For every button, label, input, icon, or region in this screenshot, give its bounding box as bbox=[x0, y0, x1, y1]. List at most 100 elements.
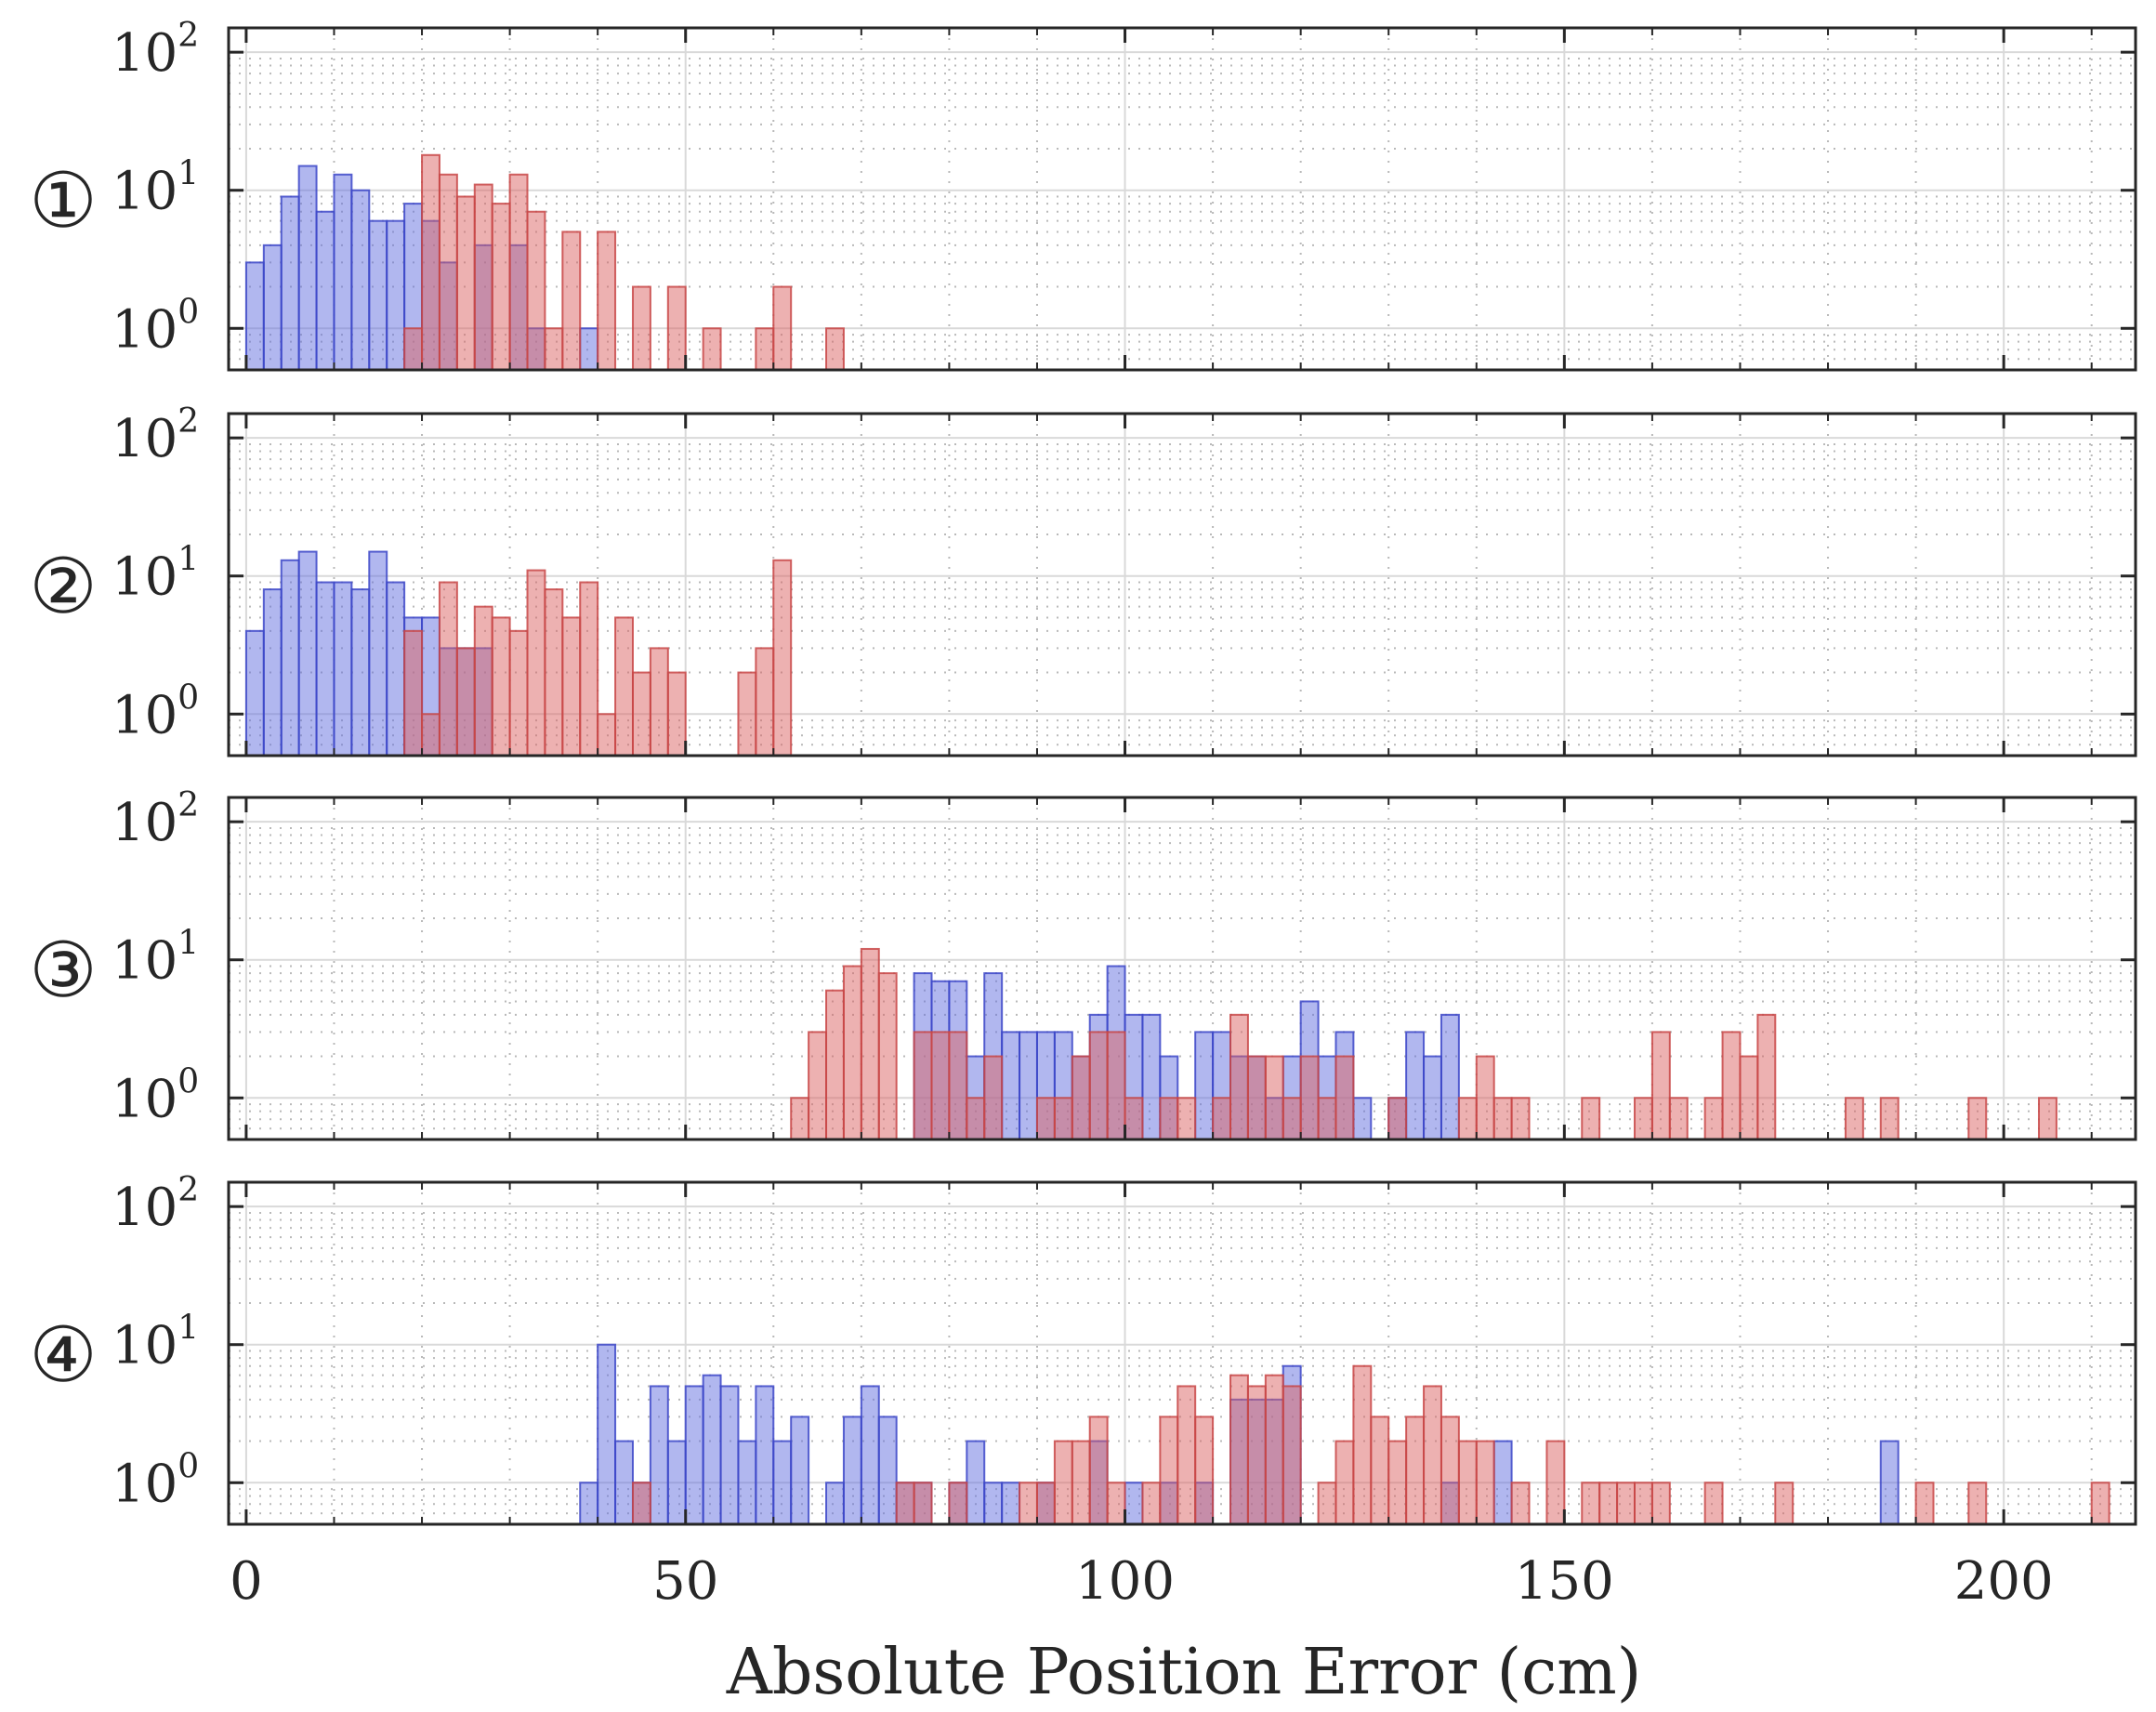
red-series-bar bbox=[1035, 1097, 1056, 1141]
y-tick-exponent: 2 bbox=[177, 17, 199, 55]
y-tick-label: 100 bbox=[112, 1447, 199, 1514]
red-series-bar bbox=[1668, 1097, 1689, 1141]
y-tick-label: 102 bbox=[112, 786, 199, 853]
red-series-bar bbox=[948, 1031, 968, 1140]
red-series-bar bbox=[1475, 1055, 1495, 1140]
panel-number-label: ① bbox=[29, 157, 98, 245]
x-tick-label: 100 bbox=[1075, 1551, 1175, 1612]
red-series-bar bbox=[1088, 1031, 1109, 1140]
red-series-bar bbox=[508, 629, 529, 757]
red-series-bar bbox=[421, 153, 440, 371]
y-tick-label: 101 bbox=[112, 155, 199, 222]
blue-series-bar bbox=[1879, 1440, 1900, 1525]
blue-series-bar bbox=[315, 581, 335, 757]
blue-series-bar bbox=[262, 244, 283, 371]
red-series-bar bbox=[1457, 1440, 1478, 1525]
blue-series-bar bbox=[368, 550, 388, 757]
red-series-bar bbox=[966, 1097, 986, 1141]
red-series-bar bbox=[913, 1482, 933, 1526]
red-series-bar bbox=[808, 1031, 828, 1140]
red-series-bar bbox=[983, 1055, 1004, 1140]
red-series-bar bbox=[1282, 1097, 1302, 1141]
red-series-bar bbox=[755, 647, 775, 757]
blue-series-bar bbox=[684, 1385, 704, 1525]
red-series-bar bbox=[1159, 1416, 1179, 1525]
blue-series-bar bbox=[280, 559, 300, 757]
red-series-bar bbox=[1071, 1440, 1091, 1525]
red-series-bar bbox=[1106, 1482, 1126, 1526]
red-series-bar bbox=[455, 195, 476, 371]
x-tick-label: 200 bbox=[1954, 1551, 2054, 1612]
y-tick-exponent: 1 bbox=[177, 155, 199, 193]
red-series-bar bbox=[1703, 1097, 1724, 1141]
red-series-bar bbox=[1019, 1482, 1038, 1526]
red-series-bar bbox=[1967, 1097, 1988, 1141]
blue-series-bar bbox=[244, 629, 265, 757]
red-series-bar bbox=[1071, 1055, 1091, 1140]
red-series-bar bbox=[1088, 1416, 1109, 1525]
plot-area bbox=[229, 797, 2136, 1139]
red-series-bar bbox=[666, 671, 687, 757]
red-series-bar bbox=[1510, 1482, 1531, 1526]
red-series-bar bbox=[948, 1482, 968, 1526]
red-series-bar bbox=[1633, 1097, 1653, 1141]
blue-series-bar bbox=[262, 588, 283, 757]
red-series-bar bbox=[579, 581, 599, 757]
red-series-bar bbox=[877, 972, 898, 1140]
red-series-bar bbox=[403, 327, 424, 371]
red-series-bar bbox=[421, 713, 440, 757]
red-series-bar bbox=[1405, 1416, 1426, 1525]
red-series-bar bbox=[1914, 1482, 1935, 1526]
red-series-bar bbox=[438, 173, 458, 371]
axes-frame bbox=[227, 1180, 2137, 1526]
red-series-bar bbox=[1387, 1097, 1408, 1141]
blue-series-bar bbox=[386, 581, 406, 757]
blue-series-bar bbox=[244, 261, 265, 371]
y-tick-exponent: 2 bbox=[177, 1171, 199, 1209]
red-series-bar bbox=[491, 616, 511, 757]
red-series-bar bbox=[1844, 1097, 1864, 1141]
red-series-bar bbox=[2090, 1482, 2110, 1526]
panel-number-label: ④ bbox=[29, 1311, 98, 1400]
blue-series-bar bbox=[350, 189, 371, 371]
red-series-bar bbox=[1352, 1364, 1373, 1525]
red-series-bar bbox=[597, 230, 617, 371]
x-axis-label: Absolute Position Error (cm) bbox=[726, 1636, 1642, 1709]
red-series-bar bbox=[1581, 1482, 1601, 1526]
blue-series-bar bbox=[280, 195, 300, 371]
red-series-bar bbox=[526, 210, 546, 371]
red-series-bar bbox=[1739, 1055, 1759, 1140]
red-series-bar bbox=[842, 965, 862, 1141]
y-tick-label: 101 bbox=[112, 541, 199, 608]
red-series-bar bbox=[1370, 1416, 1390, 1525]
red-series-bar bbox=[1194, 1416, 1215, 1525]
red-series-bar bbox=[895, 1482, 915, 1526]
red-series-bar bbox=[1879, 1097, 1900, 1141]
red-series-bar bbox=[649, 647, 669, 757]
red-series-bar bbox=[1106, 1031, 1126, 1140]
y-tick-label: 100 bbox=[112, 1062, 199, 1129]
red-series-bar bbox=[1299, 1055, 1320, 1140]
red-series-bar bbox=[1035, 1482, 1056, 1526]
blue-series-bar bbox=[666, 1440, 687, 1525]
red-series-bar bbox=[1334, 1440, 1355, 1525]
blue-series-bar bbox=[1492, 1440, 1513, 1525]
red-series-bar bbox=[930, 1031, 951, 1140]
y-tick-label: 100 bbox=[112, 293, 199, 360]
red-series-bar bbox=[1177, 1385, 1197, 1525]
red-series-bar bbox=[1616, 1482, 1636, 1526]
blue-series-bar bbox=[333, 173, 353, 371]
red-series-bar bbox=[913, 1031, 933, 1140]
red-series-bar bbox=[1246, 1385, 1267, 1525]
blue-series-bar bbox=[333, 581, 353, 757]
red-series-bar bbox=[1264, 1055, 1284, 1140]
red-series-bar bbox=[1650, 1031, 1671, 1140]
y-tick-label: 102 bbox=[112, 17, 199, 84]
red-series-bar bbox=[825, 989, 845, 1141]
red-series-bar bbox=[1457, 1097, 1478, 1141]
blue-series-bar bbox=[1194, 1031, 1215, 1140]
blue-series-bar bbox=[649, 1385, 669, 1525]
blue-series-bar bbox=[614, 1440, 634, 1525]
red-series-bar bbox=[1633, 1482, 1653, 1526]
